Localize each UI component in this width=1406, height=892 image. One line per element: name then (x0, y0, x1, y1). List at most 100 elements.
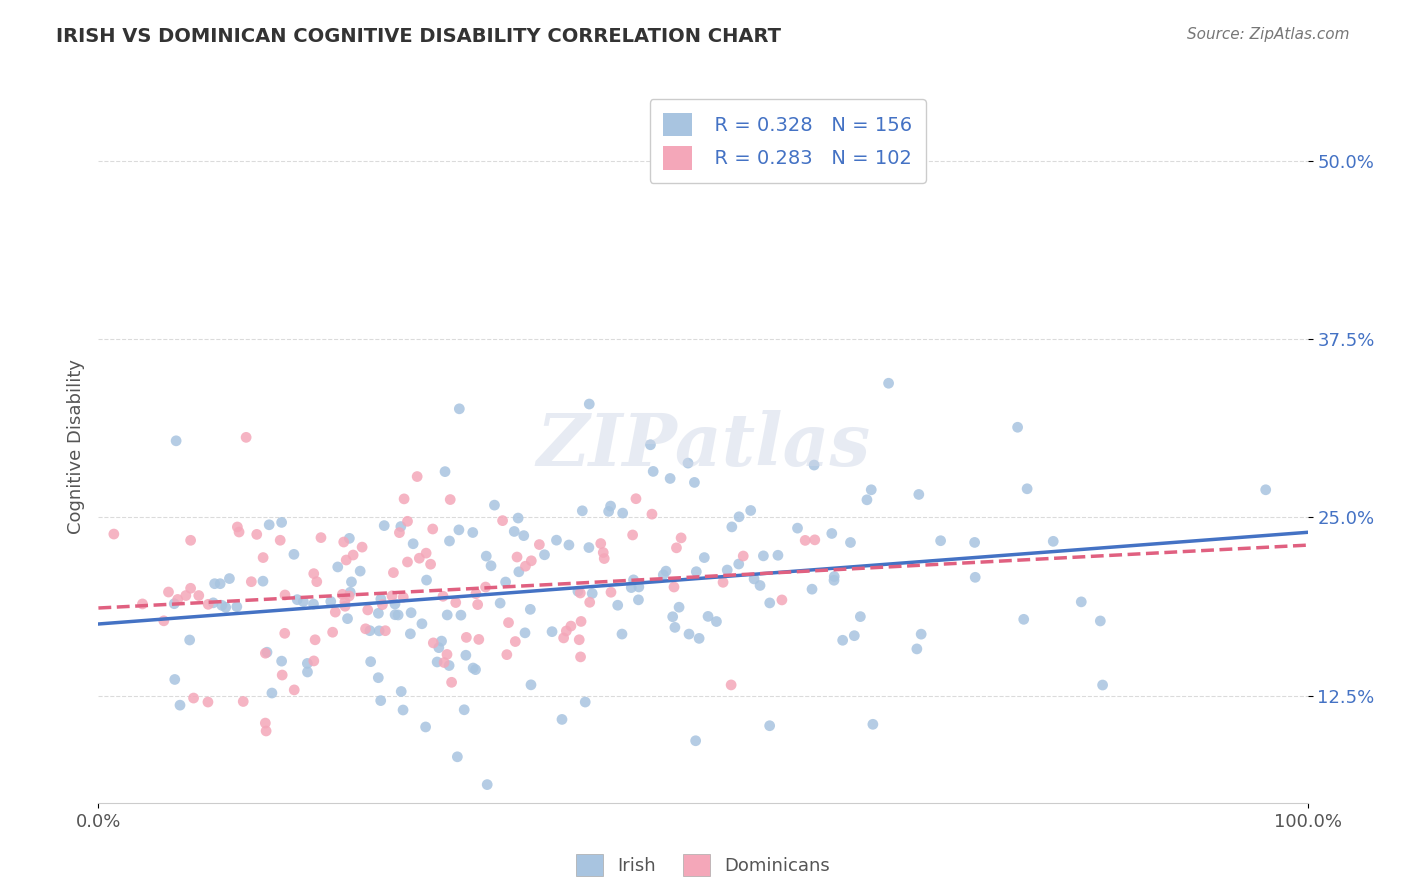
Point (257, 517, 280, 532)
Point (621, 528, 644, 542)
Text: IRISH VS DOMINICAN COGNITIVE DISABILITY CORRELATION CHART: IRISH VS DOMINICAN COGNITIVE DISABILITY … (56, 27, 782, 45)
Point (569, 586, 592, 600)
Point (515, 559, 537, 574)
Point (599, 499, 621, 513)
Point (752, 549, 775, 563)
Point (371, 598, 394, 612)
Point (322, 625, 344, 640)
Point (402, 537, 425, 551)
Point (655, 564, 678, 578)
Text: ZIPatlas: ZIPatlas (536, 410, 870, 482)
Point (571, 504, 593, 518)
Point (529, 537, 551, 551)
Point (758, 596, 780, 610)
Point (197, 695, 219, 709)
Point (218, 572, 240, 586)
Point (770, 593, 793, 607)
Point (197, 598, 219, 612)
Point (519, 602, 541, 616)
Point (568, 632, 591, 647)
Point (627, 580, 650, 594)
Point (349, 564, 371, 578)
Point (697, 609, 720, 624)
Point (489, 596, 512, 610)
Point (270, 516, 292, 530)
Point (422, 522, 444, 536)
Point (821, 526, 844, 541)
Point (359, 624, 381, 638)
Point (252, 574, 274, 589)
Point (309, 531, 332, 545)
Point (520, 678, 543, 692)
Point (963, 535, 986, 549)
Point (627, 592, 650, 607)
Point (685, 733, 707, 747)
Point (905, 641, 928, 656)
Point (392, 590, 415, 604)
Point (491, 514, 513, 528)
Point (766, 548, 789, 562)
Point (370, 693, 392, 707)
Point (560, 619, 582, 633)
Point (187, 589, 209, 603)
Point (103, 527, 125, 541)
Point (676, 456, 699, 470)
Point (1017, 482, 1039, 496)
Point (305, 574, 328, 589)
Point (749, 578, 772, 592)
Point (786, 521, 808, 535)
Point (446, 749, 468, 764)
Point (283, 547, 305, 561)
Point (283, 682, 305, 697)
Point (503, 524, 526, 539)
Point (399, 606, 422, 620)
Point (804, 533, 827, 547)
Point (862, 717, 884, 731)
Point (415, 720, 437, 734)
Point (354, 622, 377, 636)
Point (640, 438, 662, 452)
Point (467, 598, 489, 612)
Point (367, 607, 389, 621)
Point (624, 491, 647, 506)
Point (661, 609, 683, 624)
Point (581, 586, 603, 600)
Point (297, 665, 319, 679)
Text: Source: ZipAtlas.com: Source: ZipAtlas.com (1187, 27, 1350, 42)
Point (269, 533, 291, 548)
Point (662, 580, 685, 594)
Point (323, 605, 346, 619)
Point (209, 576, 232, 591)
Point (693, 550, 716, 565)
Point (740, 503, 762, 517)
Point (337, 589, 360, 603)
Point (1070, 595, 1092, 609)
Point (415, 546, 437, 560)
Point (720, 678, 742, 692)
Point (357, 603, 380, 617)
Point (415, 573, 437, 587)
Point (389, 684, 412, 698)
Point (598, 504, 620, 518)
Point (665, 541, 688, 555)
Point (823, 569, 845, 583)
Point (659, 471, 682, 485)
Point (474, 580, 496, 594)
Point (396, 514, 419, 528)
Point (352, 540, 374, 554)
Point (444, 595, 467, 609)
Point (406, 469, 429, 483)
Point (179, 632, 201, 647)
Point (215, 600, 238, 615)
Point (384, 607, 406, 622)
Point (454, 648, 477, 663)
Point (794, 533, 817, 548)
Point (302, 597, 325, 611)
Point (374, 624, 396, 638)
Point (479, 558, 502, 573)
Point (453, 703, 475, 717)
Point (506, 549, 529, 564)
Point (541, 624, 564, 639)
Point (411, 616, 433, 631)
Point (387, 607, 409, 622)
